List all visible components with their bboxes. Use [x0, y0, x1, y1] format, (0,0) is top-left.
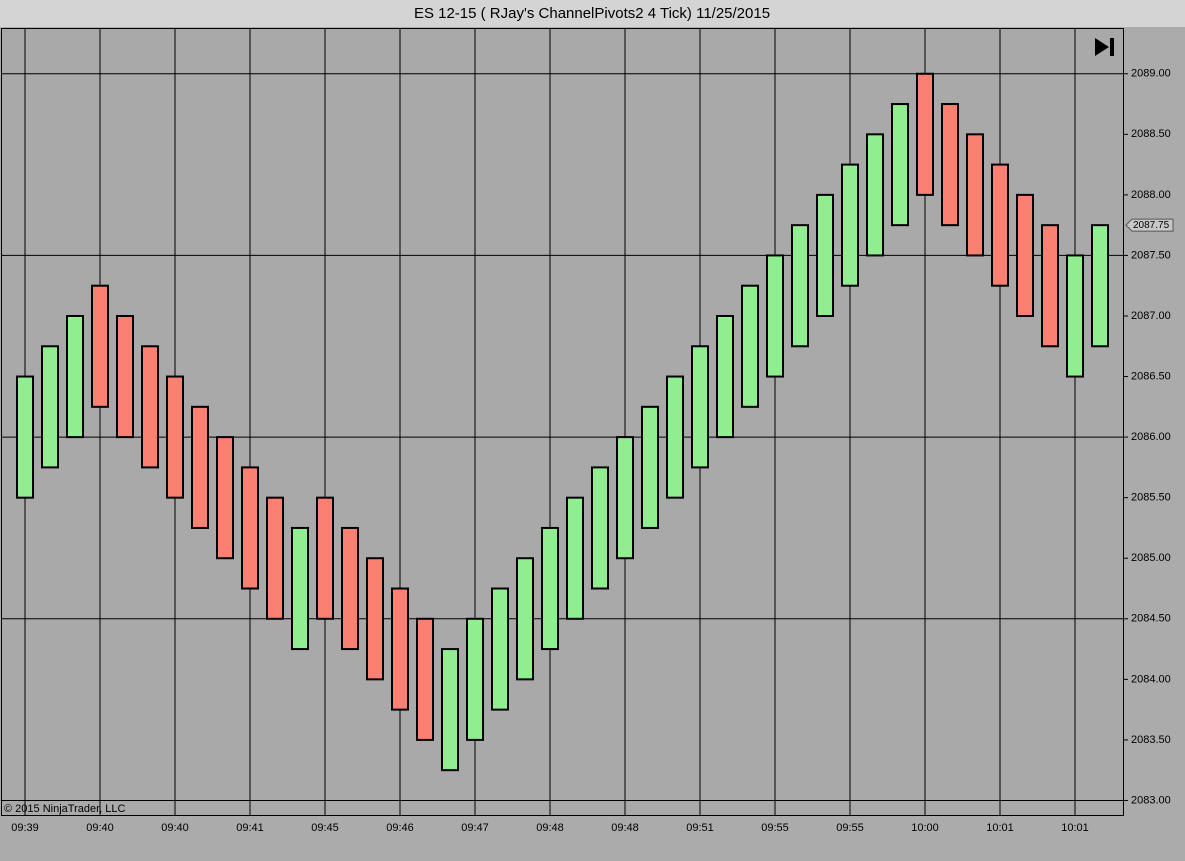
x-tick-label: 09:46	[386, 822, 414, 834]
candle-body	[716, 314, 734, 439]
plot-layer: 09:39 09:40 09:40 09:41 09:45 09:46 09:47 09:48…	[2, 29, 1171, 834]
x-tick-label: 09:45	[311, 822, 339, 834]
x-tick-label: 09:48	[611, 822, 639, 834]
y-tick-label: 2086.00	[1131, 431, 1171, 443]
candle-body	[466, 617, 484, 741]
x-tick-label: 10:01	[1061, 822, 1089, 834]
candle-body	[566, 496, 584, 620]
y-tick-label: 2089.00	[1131, 68, 1171, 80]
candle-body	[616, 436, 634, 560]
candle-body	[141, 345, 159, 469]
candle-body	[841, 163, 859, 287]
candle-body	[16, 375, 34, 499]
candle-body	[116, 314, 134, 439]
y-tick-label: 2088.00	[1131, 189, 1171, 201]
candle-body	[1066, 254, 1084, 378]
x-tick-label: 09:55	[761, 822, 789, 834]
candle-body	[766, 254, 784, 378]
plot-area	[1, 28, 1124, 816]
title-bar	[0, 0, 1185, 27]
candle-body	[516, 557, 534, 681]
candle-body	[416, 617, 434, 741]
y-tick-label: 2083.00	[1131, 794, 1171, 806]
candle-body	[1041, 224, 1059, 348]
candle-body	[591, 466, 609, 590]
candle-body	[191, 405, 209, 529]
candle-body	[691, 345, 709, 469]
candle-body	[91, 284, 109, 408]
candle-body	[641, 405, 659, 529]
candle-body	[866, 133, 884, 257]
x-tick-label: 09:48	[536, 822, 564, 834]
x-tick-label: 09:39	[11, 822, 39, 834]
candle-body	[66, 314, 84, 439]
candle-body	[391, 587, 409, 711]
candle-body	[166, 375, 184, 499]
y-tick-label: 2084.00	[1131, 673, 1171, 685]
candle-body	[1016, 193, 1034, 317]
candle-body	[41, 345, 59, 469]
candle-body	[316, 496, 334, 620]
last-price-marker	[1125, 218, 1174, 232]
x-tick-label: 09:40	[161, 822, 189, 834]
candle-body	[366, 557, 384, 681]
last-price-label: 2087.75	[1133, 220, 1170, 231]
candle-body	[791, 224, 809, 348]
x-tick-label: 09:55	[836, 822, 864, 834]
x-tick-label: 09:51	[686, 822, 714, 834]
candle-body	[816, 193, 834, 317]
y-tick-label: 2086.50	[1131, 370, 1171, 382]
candle-body	[541, 526, 559, 651]
candle-body	[666, 375, 684, 499]
copyright: © 2015 NinjaTrader, LLC	[4, 803, 125, 815]
candle-body	[266, 496, 284, 620]
candle-body	[491, 587, 509, 711]
chart-title: ES 12-15 ( RJay's ChannelPivots2 4 Tick)…	[414, 5, 770, 22]
x-tick-label: 09:40	[86, 822, 114, 834]
candle-body	[216, 436, 234, 560]
y-tick-label: 2087.50	[1131, 249, 1171, 261]
candle-body	[891, 103, 909, 227]
candle-body	[741, 284, 759, 408]
x-tick-label: 09:41	[236, 822, 264, 834]
candle-body	[441, 648, 459, 772]
candle-body	[941, 103, 959, 227]
candle-body	[916, 72, 934, 196]
y-tick-label: 2084.50	[1131, 613, 1171, 625]
y-tick-label: 2085.50	[1131, 492, 1171, 504]
x-tick-label: 10:01	[986, 822, 1014, 834]
candle-body	[291, 526, 309, 651]
scroll-end-button[interactable]	[1095, 38, 1114, 56]
candle-body	[241, 466, 259, 590]
candle-body	[1091, 224, 1109, 348]
x-tick-label: 09:47	[461, 822, 489, 834]
x-tick-label: 10:00	[911, 822, 939, 834]
y-tick-label: 2087.00	[1131, 310, 1171, 322]
candle-body	[991, 163, 1009, 287]
y-tick-label: 2083.50	[1131, 734, 1171, 746]
y-tick-label: 2088.50	[1131, 128, 1171, 140]
y-tick-label: 2085.00	[1131, 552, 1171, 564]
candle-body	[966, 133, 984, 257]
candle-body	[341, 526, 359, 651]
